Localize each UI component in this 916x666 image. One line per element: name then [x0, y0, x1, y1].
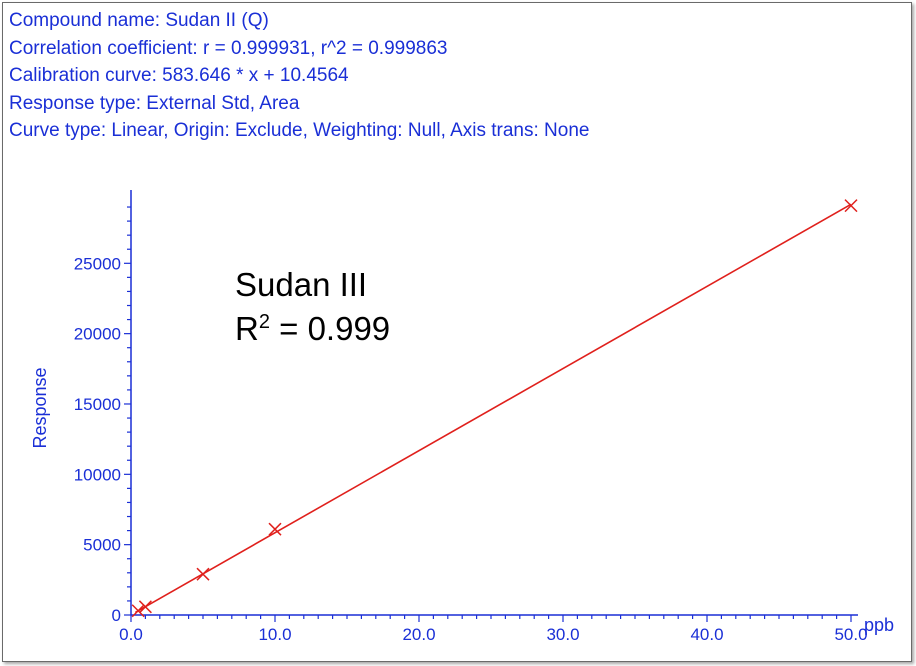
- r2-value: = 0.999: [270, 310, 390, 347]
- axes: [130, 190, 858, 616]
- data-point: [844, 199, 858, 213]
- x-tick-label: 40.0: [690, 625, 723, 644]
- x-axis-unit: ppb: [864, 615, 894, 635]
- annotation-compound: Sudan III: [235, 266, 367, 303]
- data-markers: [131, 199, 858, 618]
- ticks: 0 5000 10000 15000 20000 25000 0.0 10.0 20.0 30.0…: [74, 206, 868, 644]
- data-point: [196, 567, 210, 581]
- r2-prefix: R: [235, 310, 259, 347]
- y-tick-label: 5000: [83, 536, 121, 555]
- compound-info: Compound name: Sudan II (Q) Correlation …: [9, 7, 589, 145]
- data-point: [268, 522, 282, 536]
- y-tick-label: 25000: [74, 254, 121, 273]
- x-tick-label: 0.0: [119, 625, 143, 644]
- x-tick-label: 50.0: [834, 625, 867, 644]
- y-tick-label: 15000: [74, 395, 121, 414]
- y-tick-label: 20000: [74, 325, 121, 344]
- response-type-line: Response type: External Std, Area: [9, 92, 300, 114]
- r2-superscript: 2: [259, 311, 270, 333]
- data-point: [131, 604, 145, 618]
- x-tick-label: 20.0: [402, 625, 435, 644]
- data-point: [138, 600, 152, 614]
- x-tick-label: 10.0: [258, 625, 291, 644]
- y-tick-label: 10000: [74, 465, 121, 484]
- y-axis-title: Response: [30, 367, 50, 448]
- y-tick-label: 0: [112, 606, 121, 625]
- compound-name-line: Compound name: Sudan II (Q): [9, 10, 269, 31]
- correlation-line: Correlation coefficient: r = 0.999931, r…: [9, 37, 448, 59]
- x-tick-label: 30.0: [546, 625, 579, 644]
- fit-line-group: [134, 203, 852, 614]
- fit-line: [134, 203, 852, 614]
- calibration-curve-line: Calibration curve: 583.646 * x + 10.4564: [9, 65, 349, 86]
- curve-type-line: Curve type: Linear, Origin: Exclude, Wei…: [9, 120, 590, 141]
- annotation-r-squared: R2 = 0.999: [235, 310, 390, 347]
